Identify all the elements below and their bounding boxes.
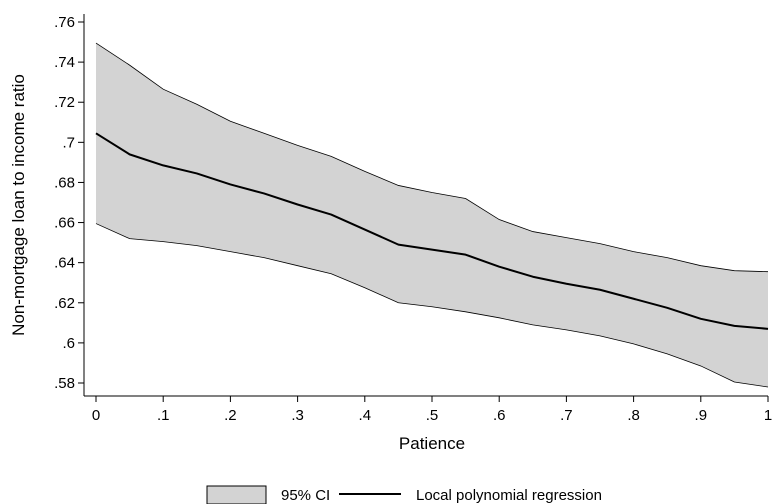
x-tick-label: .6: [493, 407, 506, 424]
ci-lower-bound: [95, 223, 769, 388]
x-tick-label: .7: [560, 407, 573, 424]
x-tick-label: .8: [627, 407, 640, 424]
x-tick-label: .1: [157, 407, 170, 424]
legend-ci-swatch: [206, 485, 267, 504]
plot-area: [95, 42, 769, 388]
y-tick-label: .72: [54, 94, 75, 111]
x-ticks: 0 .1 .2 .3 .4 .5 .6 .7 .8 .9 1: [92, 396, 772, 424]
axes: .58 .6 .62 .64 .66 .68 .7 .72 .74 .76 0 .1 .2 .3 .4 .5…: [54, 14, 772, 424]
x-tick-label: .4: [359, 407, 372, 424]
x-tick-label: .5: [426, 407, 439, 424]
legend: 95% CI Local polynomial regression: [206, 485, 602, 504]
y-tick-label: .66: [54, 215, 75, 232]
x-tick-label: .9: [695, 407, 708, 424]
x-tick-label: 1: [764, 407, 772, 424]
y-axis-title: Non-mortgage loan to income ratio: [9, 74, 28, 336]
y-tick-label: .76: [54, 14, 75, 31]
y-tick-label: .7: [62, 134, 75, 151]
regression-line: [95, 132, 769, 330]
y-tick-label: .58: [54, 375, 75, 392]
y-tick-label: .68: [54, 174, 75, 191]
legend-ci-label: 95% CI: [281, 487, 330, 504]
x-tick-label: .3: [291, 407, 304, 424]
ci-band: [96, 43, 768, 388]
y-tick-label: .74: [54, 54, 75, 71]
y-ticks: .58 .6 .62 .64 .66 .68 .7 .72 .74 .76: [54, 14, 84, 392]
x-axis-title: Patience: [399, 434, 465, 453]
ci-upper-bound: [95, 42, 769, 273]
legend-line-label: Local polynomial regression: [416, 487, 602, 504]
x-tick-label: 0: [92, 407, 100, 424]
y-tick-label: .62: [54, 295, 75, 312]
x-tick-label: .2: [224, 407, 237, 424]
y-tick-label: .64: [54, 255, 75, 272]
y-tick-label: .6: [62, 335, 75, 352]
